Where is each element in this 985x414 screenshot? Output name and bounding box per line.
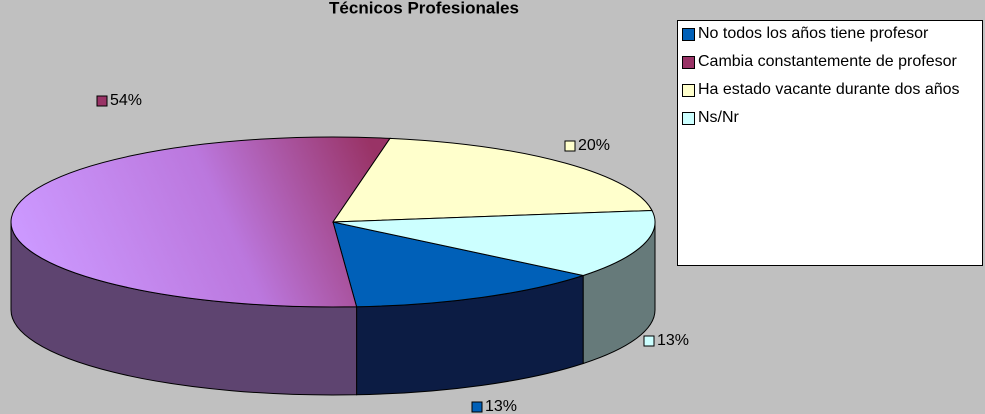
legend-swatch <box>682 112 695 125</box>
legend-swatch <box>682 28 695 41</box>
data-label: 54% <box>110 92 142 109</box>
legend-entry: Ns/Nr <box>682 107 978 129</box>
slice <box>332 137 653 223</box>
legend-label: Ha estado vacante durante dos años <box>698 81 960 98</box>
legend-entry: Cambia constantemente de profesor <box>682 51 978 73</box>
chart-title: Técnicos Profesionales <box>329 0 519 17</box>
slice <box>10 136 391 308</box>
legend-label: Cambia constantemente de profesor <box>698 53 957 70</box>
data-label: 13% <box>657 332 689 349</box>
label-swatch <box>471 401 483 413</box>
slice <box>332 209 656 277</box>
legend-entry: Ha estado vacante durante dos años <box>682 79 978 101</box>
legend-swatch <box>682 84 695 97</box>
label-swatch <box>643 335 655 347</box>
data-label: 13% <box>485 398 517 414</box>
legend-label: Ns/Nr <box>698 109 739 126</box>
legend-swatch <box>682 56 695 69</box>
legend-label: No todos los años tiene profesor <box>698 25 929 42</box>
legend: No todos los años tiene profesor Cambia c… <box>677 20 983 266</box>
slice <box>332 221 586 308</box>
label-swatch <box>564 140 576 152</box>
label-swatch <box>96 95 108 107</box>
legend-entry: No todos los años tiene profesor <box>682 23 978 45</box>
data-label: 20% <box>578 137 610 154</box>
